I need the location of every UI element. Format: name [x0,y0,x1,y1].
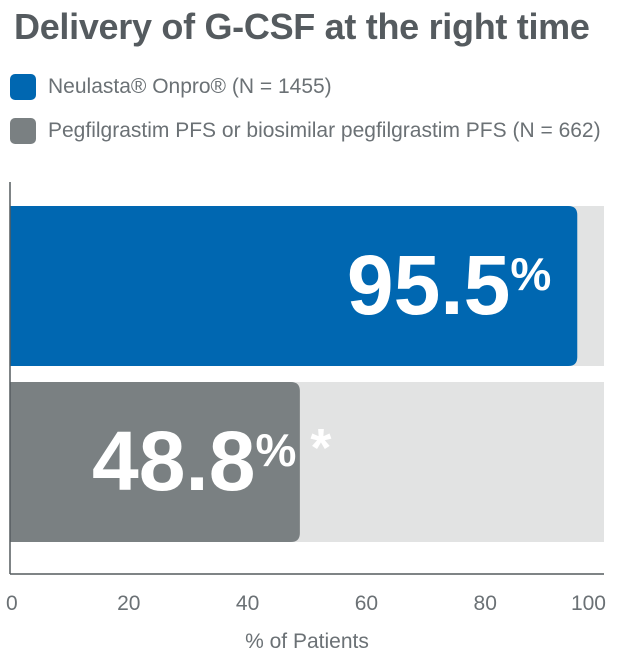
bar-value-label-1: 48.8% * [92,414,331,508]
bar-1 [10,382,300,542]
bar-0 [10,206,578,366]
x-axis-label: % of Patients [245,630,369,653]
x-tick-label-80: 80 [474,592,497,615]
value-number: 95.5 [347,238,511,332]
x-tick-label-60: 60 [355,592,378,615]
legend-swatch-gray [10,118,36,144]
x-tick-label-20: 20 [117,592,140,615]
x-tick-label-0: 0 [6,592,18,615]
legend-item-pegfilgrastim: Pegfilgrastim PFS or biosimilar pegfilgr… [10,116,601,146]
legend-swatch-blue [10,74,36,100]
value-percent: % [510,248,551,300]
legend-item-neulasta: Neulasta® Onpro® (N = 1455) [10,72,332,102]
bar-value-label-0: 95.5% [347,238,551,332]
value-number: 48.8 [92,414,256,508]
legend-label-neulasta: Neulasta® Onpro® (N = 1455) [48,75,332,98]
chart-title: Delivery of G-CSF at the right time [14,6,590,47]
value-percent: % [256,424,297,476]
x-tick-label-40: 40 [236,592,259,615]
significance-marker: * [310,418,331,478]
legend-label-pegfilgrastim: Pegfilgrastim PFS or biosimilar pegfilgr… [48,119,601,142]
x-tick-label-100: 100 [571,592,606,615]
